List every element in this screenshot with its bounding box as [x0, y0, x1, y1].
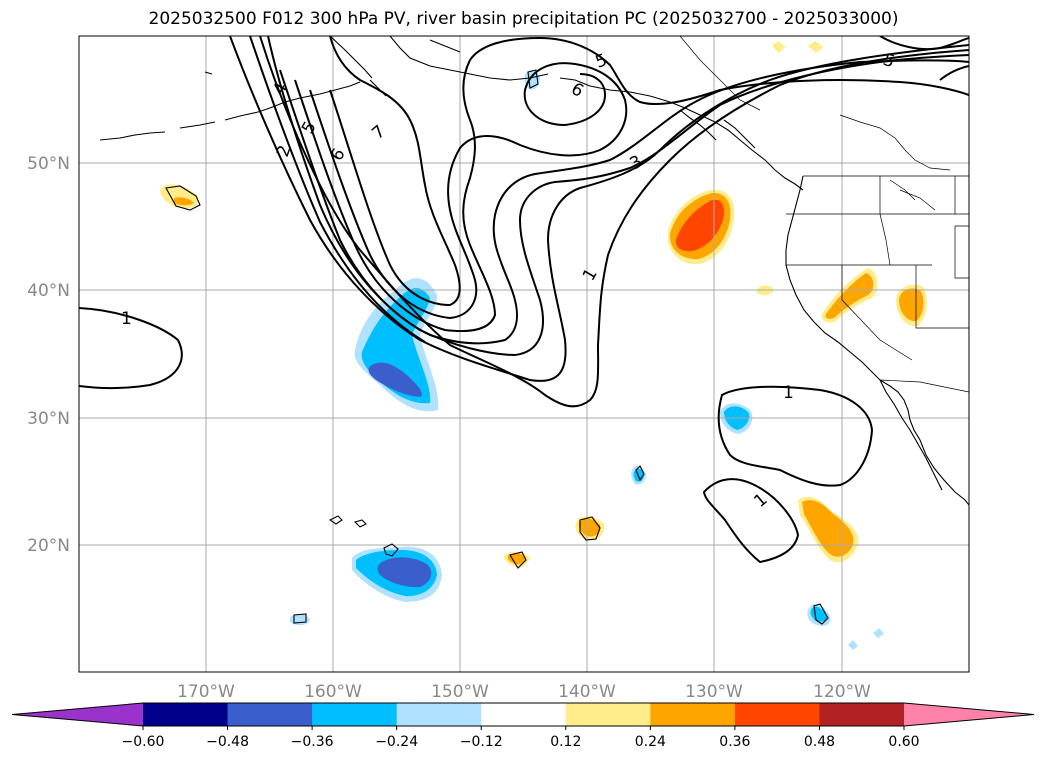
state-border	[841, 265, 913, 361]
pv-contour-1	[259, 36, 969, 408]
colorbar-bin	[481, 703, 567, 726]
lat-tick-label: 40°N	[27, 281, 70, 301]
lon-tick-label: 170°W	[177, 682, 235, 702]
hawaii-island	[353, 519, 367, 528]
us-mexico-border	[879, 379, 969, 393]
pv-contour-2	[249, 36, 426, 343]
negative-anomaly-area	[873, 628, 884, 638]
colorbar-bin	[312, 703, 398, 726]
canada-coast-detail	[839, 114, 951, 171]
colorbar-bin	[819, 703, 905, 726]
colorbar-tick-label: 0.24	[635, 734, 666, 750]
colorbar-bin	[565, 703, 651, 726]
lat-tick-label: 20°N	[27, 536, 70, 556]
colorbar: −0.60 −0.48 −0.36 −0.24 −0.12 0.12 0.24 0.36 0.4…	[11, 702, 1035, 750]
lat-tick-labels: 50°N 40°N 30°N 20°N	[27, 154, 70, 556]
pv-contour-4	[279, 59, 969, 345]
island	[165, 185, 201, 211]
lon-tick-label: 150°W	[431, 682, 489, 702]
island	[293, 613, 307, 624]
colorbar-tick-label: −0.24	[375, 734, 418, 750]
positive-anomaly-area	[675, 199, 724, 252]
state-border	[915, 265, 969, 329]
map-background	[79, 36, 969, 672]
colorbar-bin	[227, 703, 313, 726]
colorbar-tick-label: −0.36	[291, 734, 334, 750]
positive-anomaly-area	[578, 518, 601, 537]
positive-anomaly-area	[825, 273, 874, 319]
island	[635, 465, 645, 482]
pv-contour-6	[309, 62, 628, 320]
pv-label: 1	[121, 309, 132, 329]
lon-tick-labels: 170°W 160°W 150°W 140°W 130°W 120°W	[177, 682, 871, 702]
pv-contour-5	[939, 65, 969, 81]
positive-anomaly-area	[802, 500, 854, 557]
colorbar-tick-label: −0.60	[122, 734, 165, 750]
colorbar-tick-label: −0.48	[206, 734, 249, 750]
lon-tick-label: 140°W	[558, 682, 616, 702]
colorbar-bin	[734, 703, 820, 726]
hawaii-island	[383, 543, 399, 557]
colorbar-extend-low	[12, 703, 143, 726]
colorbar-tick-label: 0.60	[888, 734, 919, 750]
colorbar-tick-label: −0.12	[460, 734, 503, 750]
positive-anomaly-area	[899, 288, 924, 322]
map-title: 2025032500 F012 300 hPa PV, river basin …	[148, 9, 899, 29]
us-west-coast	[785, 175, 969, 506]
state-border	[889, 179, 936, 211]
colorbar-bin	[396, 703, 482, 726]
colorbar-tick-label: 0.12	[550, 734, 581, 750]
pv-contour-5	[294, 36, 969, 333]
colorbar-extend-high	[904, 703, 1034, 726]
bc-islands	[679, 109, 756, 149]
negative-anomaly-area	[377, 557, 432, 588]
negative-anomaly-area	[848, 640, 858, 650]
baja-california	[879, 379, 943, 491]
pv-contour-7	[329, 36, 461, 307]
precip-shading	[160, 41, 927, 650]
positive-anomaly-area	[772, 41, 786, 53]
pv-contour-3	[267, 36, 969, 357]
colorbar-tick-label: 0.48	[804, 734, 835, 750]
negative-anomaly-area	[368, 362, 423, 397]
pv-contour-5	[879, 36, 969, 51]
pv-contour-1	[702, 478, 800, 564]
island	[579, 516, 601, 541]
state-border	[879, 176, 891, 266]
pv-contour-2	[229, 36, 969, 382]
gridlines	[79, 36, 969, 672]
positive-anomaly-area	[507, 553, 526, 565]
colorbar-bin	[650, 703, 736, 726]
pv-contour-1	[717, 385, 874, 487]
positive-anomaly-area	[174, 197, 194, 206]
lon-tick-label: 160°W	[304, 682, 362, 702]
coastlines	[99, 36, 969, 625]
state-border	[954, 176, 969, 279]
positive-anomaly-area	[808, 41, 824, 53]
island	[813, 603, 829, 625]
lon-tick-label: 120°W	[813, 682, 871, 702]
lon-tick-label: 130°W	[685, 682, 743, 702]
alaska-coast	[329, 36, 804, 191]
colorbar-tick-label: 0.36	[719, 734, 750, 750]
island	[527, 69, 539, 89]
hawaii-island	[328, 515, 343, 525]
pv-contours	[79, 36, 969, 564]
pv-label: 1	[783, 383, 794, 403]
map-frame	[78, 35, 970, 673]
island	[509, 551, 527, 569]
colorbar-bin	[143, 703, 229, 726]
aleutian-islands	[99, 71, 361, 141]
pv-contour-1	[79, 307, 183, 390]
lat-tick-label: 50°N	[27, 154, 70, 174]
lat-tick-label: 30°N	[27, 409, 70, 429]
